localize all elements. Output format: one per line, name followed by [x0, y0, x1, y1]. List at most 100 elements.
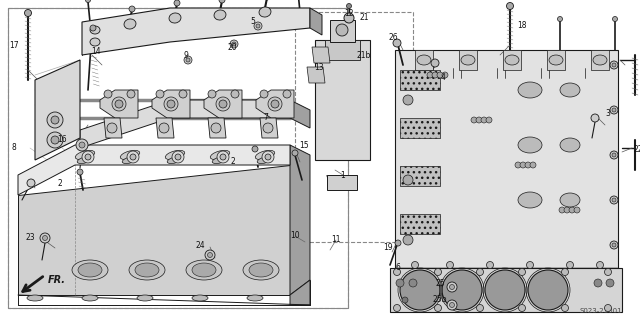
Circle shape — [79, 142, 85, 148]
Circle shape — [262, 151, 274, 163]
Circle shape — [520, 162, 526, 168]
Circle shape — [394, 305, 401, 311]
Text: 14: 14 — [91, 47, 101, 56]
Circle shape — [127, 151, 139, 163]
Polygon shape — [290, 145, 310, 295]
Ellipse shape — [255, 150, 275, 160]
Circle shape — [477, 269, 483, 276]
Circle shape — [42, 235, 47, 241]
Text: 7: 7 — [264, 114, 268, 122]
Circle shape — [557, 17, 563, 21]
Circle shape — [610, 106, 618, 114]
Circle shape — [172, 151, 184, 163]
Ellipse shape — [27, 295, 43, 301]
Circle shape — [217, 151, 229, 163]
Circle shape — [112, 97, 126, 111]
Circle shape — [344, 13, 354, 23]
Circle shape — [271, 100, 279, 108]
Circle shape — [254, 22, 262, 30]
Polygon shape — [312, 47, 330, 63]
Ellipse shape — [135, 263, 159, 277]
Text: 15: 15 — [299, 142, 309, 151]
Text: 4: 4 — [440, 73, 445, 83]
Circle shape — [268, 97, 282, 111]
Polygon shape — [18, 145, 290, 195]
Bar — [295, 12, 413, 242]
Circle shape — [610, 241, 618, 249]
Ellipse shape — [124, 19, 136, 29]
Ellipse shape — [211, 150, 230, 160]
Circle shape — [130, 154, 136, 160]
Circle shape — [230, 40, 238, 48]
Circle shape — [208, 90, 216, 98]
Circle shape — [506, 3, 513, 10]
Text: 19: 19 — [383, 243, 393, 253]
Circle shape — [252, 146, 258, 152]
Polygon shape — [260, 118, 278, 138]
Ellipse shape — [259, 7, 271, 17]
Ellipse shape — [257, 156, 273, 164]
Polygon shape — [315, 40, 370, 160]
Circle shape — [396, 279, 404, 287]
Circle shape — [179, 90, 187, 98]
Ellipse shape — [167, 156, 183, 164]
Polygon shape — [156, 118, 174, 138]
Circle shape — [403, 175, 413, 185]
Circle shape — [156, 90, 164, 98]
Text: 18: 18 — [517, 20, 527, 29]
Circle shape — [205, 250, 215, 260]
Circle shape — [127, 90, 135, 98]
Circle shape — [167, 100, 175, 108]
Circle shape — [612, 243, 616, 247]
Ellipse shape — [243, 260, 279, 280]
Polygon shape — [35, 60, 80, 160]
Circle shape — [107, 123, 117, 133]
Text: 6: 6 — [396, 263, 401, 271]
Circle shape — [486, 262, 493, 269]
Circle shape — [336, 24, 348, 36]
Circle shape — [186, 58, 190, 62]
Polygon shape — [18, 165, 290, 295]
Circle shape — [115, 100, 123, 108]
Circle shape — [447, 300, 457, 310]
Circle shape — [129, 6, 135, 12]
Circle shape — [263, 123, 273, 133]
Circle shape — [442, 270, 482, 310]
Circle shape — [447, 262, 454, 269]
Ellipse shape — [76, 150, 95, 160]
Text: 2: 2 — [230, 158, 236, 167]
Circle shape — [24, 10, 31, 17]
Circle shape — [515, 162, 521, 168]
Circle shape — [51, 136, 59, 144]
Polygon shape — [256, 90, 294, 118]
Text: 9: 9 — [184, 50, 188, 60]
Circle shape — [220, 154, 226, 160]
Circle shape — [566, 262, 573, 269]
Ellipse shape — [192, 263, 216, 277]
Polygon shape — [400, 70, 440, 90]
Ellipse shape — [518, 82, 542, 98]
Polygon shape — [307, 67, 325, 83]
Circle shape — [174, 0, 180, 6]
Circle shape — [403, 235, 413, 245]
Polygon shape — [290, 280, 310, 305]
Circle shape — [292, 150, 298, 156]
Text: 5: 5 — [251, 18, 255, 26]
Circle shape — [528, 270, 568, 310]
Text: 26: 26 — [388, 33, 398, 42]
Circle shape — [427, 72, 433, 78]
Text: 10: 10 — [290, 232, 300, 241]
Circle shape — [481, 117, 487, 123]
Ellipse shape — [82, 295, 98, 301]
Circle shape — [219, 100, 227, 108]
Ellipse shape — [212, 156, 228, 164]
Circle shape — [394, 269, 401, 276]
Text: 21: 21 — [359, 13, 369, 23]
Ellipse shape — [90, 26, 100, 34]
Circle shape — [612, 198, 616, 202]
Circle shape — [594, 279, 602, 287]
Circle shape — [596, 262, 604, 269]
Ellipse shape — [165, 150, 185, 160]
Circle shape — [82, 151, 94, 163]
Circle shape — [211, 123, 221, 133]
